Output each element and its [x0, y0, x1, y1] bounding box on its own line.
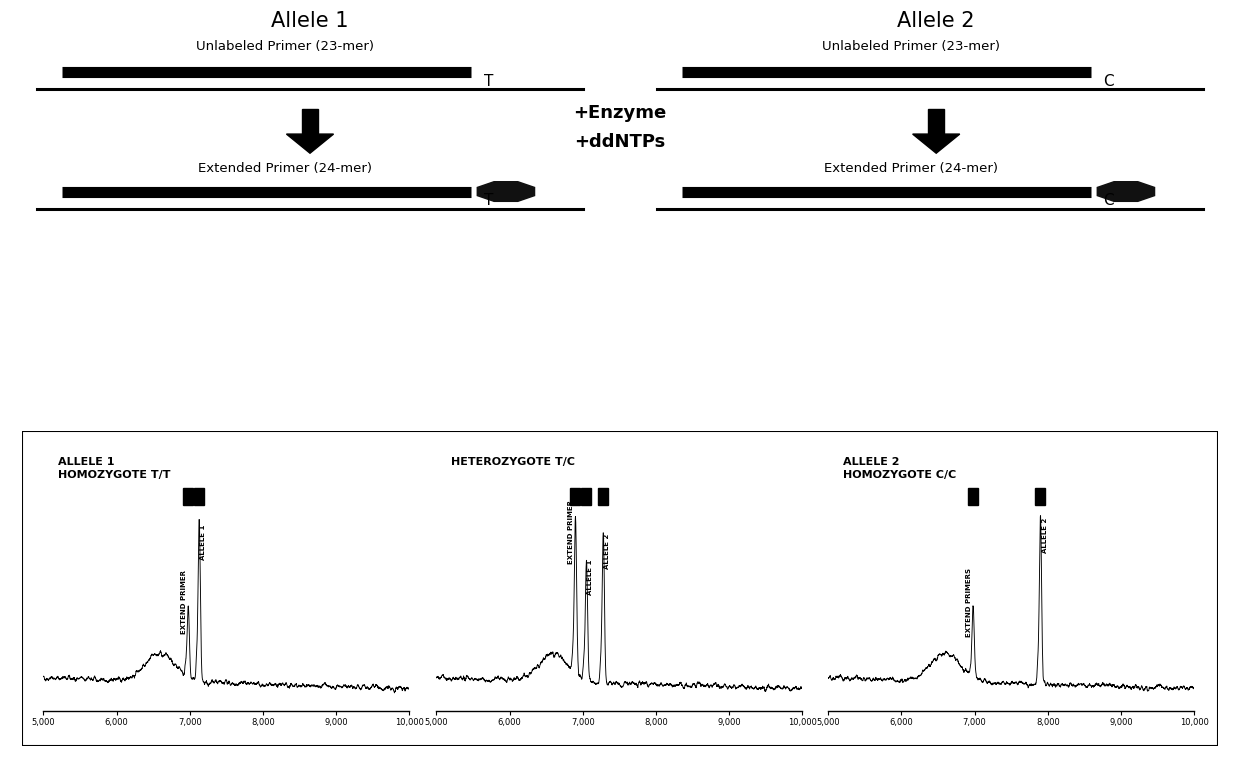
- Text: ALLELE 1: ALLELE 1: [200, 524, 206, 559]
- FancyBboxPatch shape: [303, 109, 317, 134]
- Text: ALLELE 2: ALLELE 2: [604, 534, 610, 569]
- Bar: [570, 488, 580, 505]
- Bar: [184, 488, 192, 505]
- Bar: [195, 488, 203, 505]
- Text: Allele 2: Allele 2: [898, 11, 975, 30]
- Bar: [968, 488, 977, 505]
- Text: Unlabeled Primer (23-mer): Unlabeled Primer (23-mer): [196, 40, 374, 53]
- Text: C: C: [1104, 193, 1115, 208]
- Text: T: T: [484, 74, 494, 89]
- Text: HETEROZYGOTE T/C: HETEROZYGOTE T/C: [451, 458, 575, 467]
- Polygon shape: [1097, 182, 1154, 201]
- Text: EXTEND PRIMER: EXTEND PRIMER: [181, 570, 187, 634]
- Text: ALLELE 2: ALLELE 2: [1042, 518, 1048, 553]
- Text: EXTEND PRIMER: EXTEND PRIMER: [568, 500, 574, 565]
- Text: ALLELE 1
HOMOZYGOTE T/T: ALLELE 1 HOMOZYGOTE T/T: [58, 458, 171, 480]
- Polygon shape: [913, 134, 960, 154]
- Polygon shape: [477, 182, 534, 201]
- Polygon shape: [286, 134, 334, 154]
- Text: Extended Primer (24-mer): Extended Primer (24-mer): [825, 162, 998, 175]
- FancyBboxPatch shape: [22, 431, 1218, 746]
- Text: Unlabeled Primer (23-mer): Unlabeled Primer (23-mer): [822, 40, 1001, 53]
- FancyBboxPatch shape: [928, 109, 945, 134]
- Text: T: T: [484, 193, 494, 208]
- Bar: [1035, 488, 1045, 505]
- Text: C: C: [1104, 74, 1115, 89]
- Bar: [598, 488, 608, 505]
- Text: Allele 1: Allele 1: [272, 11, 348, 30]
- Text: Extended Primer (24-mer): Extended Primer (24-mer): [198, 162, 372, 175]
- Bar: [582, 488, 590, 505]
- Text: +Enzyme
+ddNTPs: +Enzyme +ddNTPs: [573, 104, 667, 151]
- Text: ALLELE 2
HOMOZYGOTE C/C: ALLELE 2 HOMOZYGOTE C/C: [843, 458, 956, 480]
- Text: ALLELE 1: ALLELE 1: [588, 560, 594, 595]
- Text: EXTEND PRIMERS: EXTEND PRIMERS: [966, 568, 972, 637]
